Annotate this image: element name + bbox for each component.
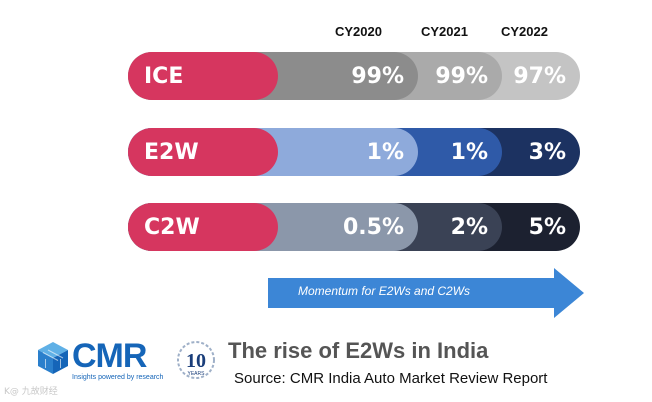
e2w-cy2022-value: 3% — [528, 139, 566, 165]
row-c2w: 5% 2% 0.5% C2W — [128, 203, 580, 251]
c2w-cy2021-value: 2% — [450, 214, 488, 240]
ice-cy2022-value: 97% — [513, 63, 566, 89]
c2w-cy2020-value: 0.5% — [342, 214, 404, 240]
ice-cy2020-value: 99% — [351, 63, 404, 89]
c2w-cy2022-value: 5% — [528, 214, 566, 240]
momentum-label: Momentum for E2Ws and C2Ws — [298, 284, 471, 298]
row-e2w: 3% 1% 1% E2W — [128, 128, 580, 176]
row-label-e2w: E2W — [128, 128, 278, 176]
ice-cy2021-value: 99% — [435, 63, 488, 89]
e2w-cy2020-value: 1% — [366, 139, 404, 165]
cmr-logo-text: CMR — [72, 337, 147, 375]
arrow-right-icon — [268, 268, 584, 318]
watermark-text: K@ 九故财经 — [4, 387, 58, 397]
chart-source: Source: CMR India Auto Market Review Rep… — [234, 370, 548, 387]
column-header-2022: CY2022 — [501, 24, 548, 39]
momentum-arrow: Momentum for E2Ws and C2Ws — [268, 268, 584, 318]
row-ice: 97% 99% 99% ICE — [128, 52, 580, 100]
svg-text:YEARS: YEARS — [188, 371, 206, 377]
svg-text:10: 10 — [186, 350, 206, 372]
column-header-2021: CY2021 — [421, 24, 468, 39]
ten-years-badge-icon: 10 YEARS — [177, 341, 215, 379]
row-label-ice: ICE — [128, 52, 278, 100]
e2w-cy2021-value: 1% — [450, 139, 488, 165]
chart-title: The rise of E2Ws in India — [228, 338, 489, 363]
cmr-cube-logo-icon — [38, 342, 68, 374]
cmr-tagline: Insights powered by research — [72, 374, 164, 381]
row-label-c2w: C2W — [128, 203, 278, 251]
column-header-2020: CY2020 — [335, 24, 382, 39]
